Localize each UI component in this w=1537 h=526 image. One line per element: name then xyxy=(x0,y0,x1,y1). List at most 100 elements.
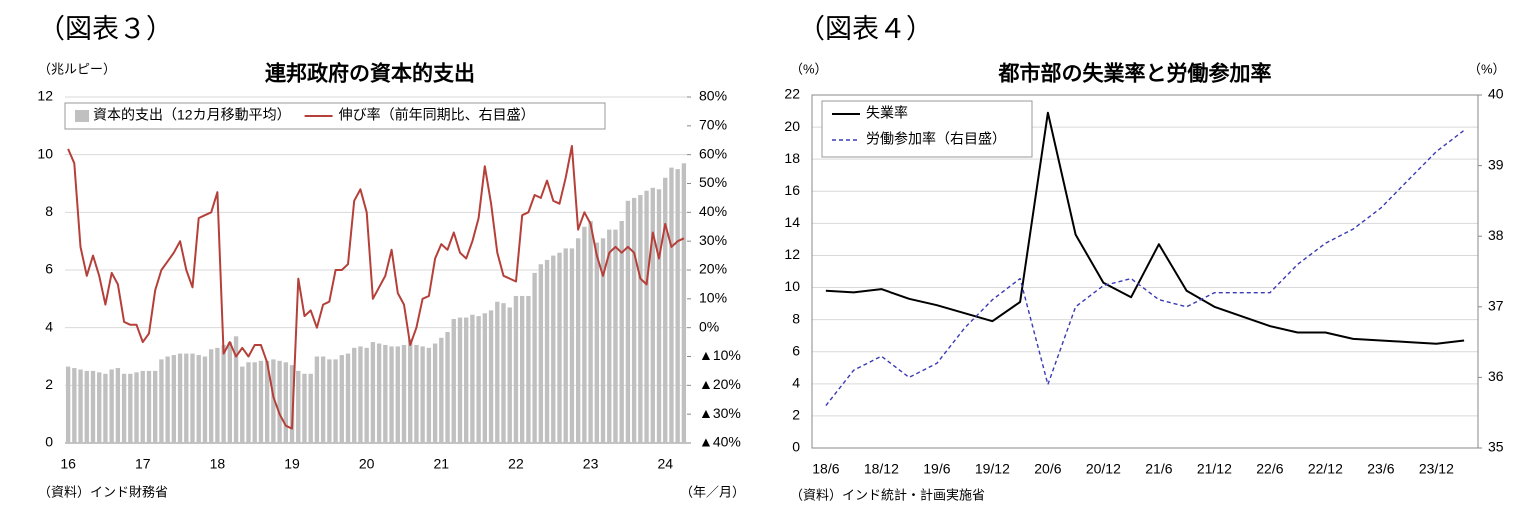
bar xyxy=(72,368,77,443)
chart-header: （図表４） xyxy=(798,14,933,44)
x-tick-label: 22/6 xyxy=(1256,461,1283,477)
bar xyxy=(109,369,114,443)
bar xyxy=(488,310,494,443)
bar xyxy=(675,169,680,444)
chart-title: 連邦政府の資本的支出 xyxy=(265,62,475,86)
bar xyxy=(526,295,531,443)
bar xyxy=(140,370,145,443)
series-line xyxy=(825,111,1465,345)
y-tick-label: 8 xyxy=(792,310,800,326)
bar xyxy=(90,370,96,443)
y-tick-label: 20 xyxy=(784,118,800,134)
y2-tick-label: 40% xyxy=(699,203,727,219)
x-tick-label: 20/12 xyxy=(1086,461,1121,477)
bar xyxy=(495,301,500,443)
x-tick-label: 21/6 xyxy=(1145,461,1172,477)
y2-tick-label: 0% xyxy=(699,318,719,334)
bar xyxy=(669,167,674,443)
bar xyxy=(638,195,643,443)
y-tick-label: 0 xyxy=(792,439,800,455)
bar xyxy=(128,373,133,443)
bar xyxy=(575,238,581,443)
series-line xyxy=(825,129,1465,407)
x-tick-label: 21 xyxy=(434,456,450,472)
bar xyxy=(146,370,152,443)
bar xyxy=(563,248,568,443)
source: （資料）インド財務省 xyxy=(38,484,168,499)
bar xyxy=(681,163,687,444)
y-tick-label: 12 xyxy=(37,88,53,104)
y2-tick-label: 20% xyxy=(699,261,727,277)
y-tick-label: 12 xyxy=(784,246,800,262)
bar xyxy=(215,347,220,443)
y-tick-label: 16 xyxy=(784,182,800,198)
bar xyxy=(482,313,488,443)
bar xyxy=(65,366,71,443)
bar xyxy=(470,314,475,443)
bar xyxy=(501,303,506,443)
x-tick-label: 19/6 xyxy=(923,461,950,477)
bar xyxy=(445,331,450,443)
bar xyxy=(625,200,631,443)
y2-tick-label: 37 xyxy=(1488,298,1504,314)
bar xyxy=(78,369,83,443)
bar xyxy=(538,264,544,443)
bar xyxy=(302,373,307,443)
bar xyxy=(327,359,332,443)
bar xyxy=(208,349,214,443)
y2-tick-label: ▲40% xyxy=(699,434,741,450)
y-tick-label: 6 xyxy=(45,261,53,277)
y2-tick-label: 38 xyxy=(1488,227,1504,243)
bar xyxy=(619,220,624,443)
y2-tick-label: 39 xyxy=(1488,156,1504,172)
y-tick-label: 0 xyxy=(45,434,53,450)
chart-header: （図表３） xyxy=(38,14,173,44)
bar xyxy=(476,316,481,443)
bar xyxy=(202,356,208,443)
bar xyxy=(420,346,425,443)
x-tick-label: 21/12 xyxy=(1197,461,1232,477)
bar xyxy=(376,343,382,443)
x-tick-label: 20 xyxy=(359,456,375,472)
bar xyxy=(308,373,313,443)
bar xyxy=(414,344,419,443)
legend-label: 資本的支出（12カ月移動平均） xyxy=(93,107,291,123)
y2-axis-label: （%） xyxy=(1468,61,1506,76)
bar xyxy=(196,355,201,443)
y2-tick-label: 35 xyxy=(1488,439,1504,455)
bar xyxy=(177,353,183,443)
bar xyxy=(134,372,139,443)
y2-tick-label: 30% xyxy=(699,232,727,248)
bar xyxy=(314,356,320,443)
bar xyxy=(544,259,550,443)
y-axis-label: （兆ルピー） xyxy=(38,61,116,76)
bar xyxy=(464,317,469,443)
bar xyxy=(432,343,438,443)
bar xyxy=(519,295,525,443)
bar xyxy=(352,347,357,443)
y2-tick-label: 10% xyxy=(699,290,727,306)
y-tick-label: 10 xyxy=(37,145,53,161)
x-tick-label: 18 xyxy=(210,456,226,472)
bar xyxy=(607,229,612,443)
x-tick-label: 24 xyxy=(657,456,673,472)
x-tick-label: 23 xyxy=(583,456,599,472)
bar xyxy=(383,344,388,443)
bar xyxy=(233,336,239,443)
legend-box xyxy=(821,100,1033,158)
bar xyxy=(184,353,189,443)
y2-tick-label: ▲20% xyxy=(699,376,741,392)
bar xyxy=(507,307,512,443)
bar xyxy=(227,342,233,443)
bar xyxy=(401,344,407,443)
bar xyxy=(97,372,102,443)
y2-tick-label: ▲10% xyxy=(699,347,741,363)
bar xyxy=(513,295,519,443)
x-tick-label: 20/6 xyxy=(1034,461,1061,477)
chart-title: 都市部の失業率と労働参加率 xyxy=(998,62,1272,86)
bar xyxy=(159,359,164,443)
bar xyxy=(277,360,282,443)
y-tick-label: 14 xyxy=(784,214,800,230)
bar xyxy=(339,355,344,443)
x-tick-label: 18/6 xyxy=(812,461,839,477)
